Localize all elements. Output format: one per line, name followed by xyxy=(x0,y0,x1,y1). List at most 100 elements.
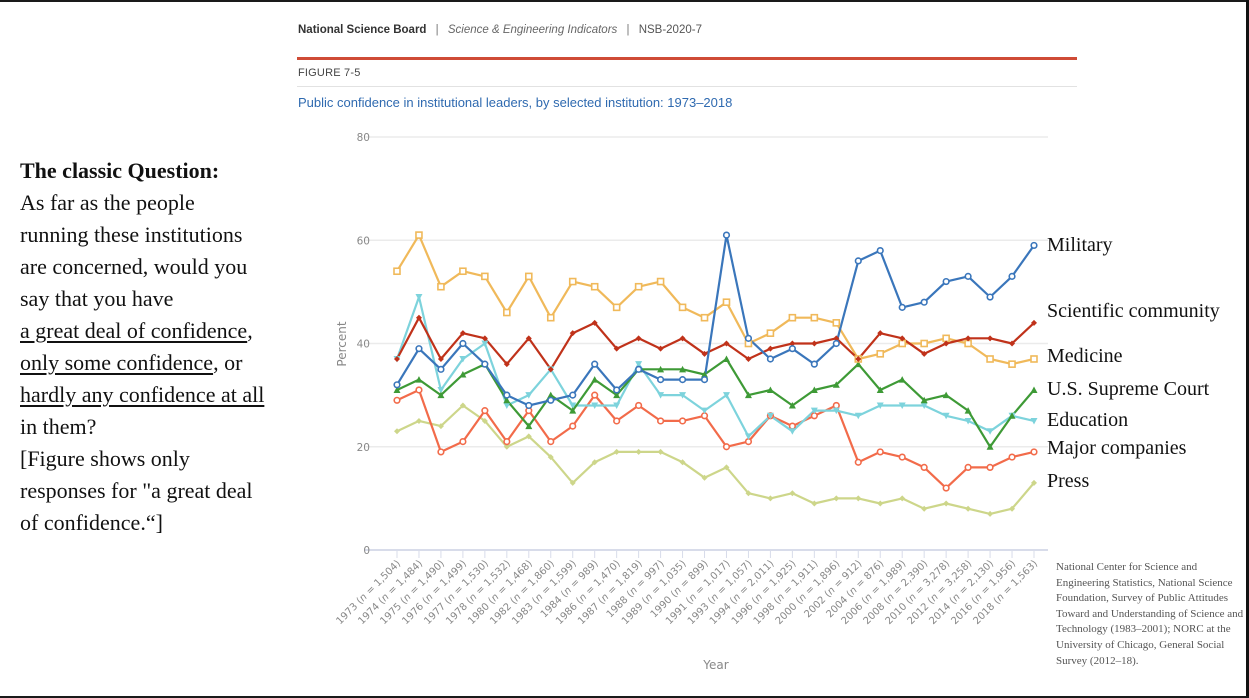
x-axis-title: Year xyxy=(702,658,728,672)
y-tick-label: 80 xyxy=(357,132,370,144)
data-point-major-companies xyxy=(986,463,994,472)
header-separator: | xyxy=(435,24,439,36)
y-axis-title: Percent xyxy=(335,321,349,366)
data-point-education xyxy=(591,402,599,409)
data-point-major-companies xyxy=(1008,453,1016,461)
data-point-medicine xyxy=(700,313,709,322)
data-point-education xyxy=(437,386,445,394)
data-point-press xyxy=(811,500,818,507)
data-point-scientific-community xyxy=(811,340,818,347)
data-point-press xyxy=(965,505,972,512)
data-point-medicine xyxy=(524,272,533,281)
data-point-military xyxy=(569,391,577,399)
data-point-scientific-community xyxy=(613,345,620,352)
data-point-medicine xyxy=(481,272,489,281)
data-point-press xyxy=(415,417,422,424)
data-point-major-companies xyxy=(656,417,665,425)
data-point-military xyxy=(788,345,796,353)
data-point-major-companies xyxy=(722,443,731,451)
data-point-press xyxy=(767,495,774,502)
header-code: NSB-2020-7 xyxy=(638,24,702,36)
data-point-u-s-supreme-court xyxy=(1030,386,1038,393)
figure-divider xyxy=(297,86,1077,87)
data-point-u-s-supreme-court xyxy=(415,376,423,383)
data-point-military xyxy=(481,360,489,368)
report-header: National Science Board | Science & Engin… xyxy=(298,24,702,36)
question-line: As far as the people xyxy=(20,190,195,215)
data-point-education xyxy=(1030,417,1038,425)
data-point-education xyxy=(920,402,928,409)
data-point-major-companies xyxy=(503,437,511,446)
data-point-press xyxy=(833,495,840,502)
data-point-scientific-community xyxy=(394,355,400,362)
frame-top-border xyxy=(0,0,1249,2)
data-point-scientific-community xyxy=(437,355,444,362)
y-tick-label: 0 xyxy=(363,545,370,557)
data-point-scientific-community xyxy=(723,340,730,347)
data-point-education xyxy=(964,417,972,425)
frame-bottom-border xyxy=(0,696,1249,698)
data-point-u-s-supreme-court xyxy=(1008,412,1016,419)
data-point-scientific-community xyxy=(987,335,994,342)
data-point-military xyxy=(986,293,994,301)
data-point-press xyxy=(1009,505,1016,512)
data-point-major-companies xyxy=(437,448,445,456)
data-point-medicine xyxy=(459,267,467,276)
series-line-major-companies xyxy=(396,388,1035,490)
data-point-press xyxy=(789,490,796,497)
data-point-education xyxy=(986,428,994,435)
data-point-military xyxy=(525,401,533,410)
question-line: say that you have xyxy=(20,286,174,311)
data-point-u-s-supreme-court xyxy=(832,381,840,388)
data-point-education xyxy=(766,412,774,420)
data-point-education xyxy=(810,407,818,415)
data-point-scientific-community xyxy=(1031,319,1037,326)
data-point-press xyxy=(657,448,664,455)
data-point-press xyxy=(459,402,466,409)
data-point-military xyxy=(678,376,687,384)
data-point-press xyxy=(723,464,730,471)
data-point-u-s-supreme-court xyxy=(547,391,555,399)
data-point-medicine xyxy=(503,308,511,317)
data-point-press xyxy=(437,423,444,430)
data-point-u-s-supreme-court xyxy=(657,365,665,373)
data-point-press xyxy=(1031,479,1037,486)
data-point-medicine xyxy=(1030,355,1038,363)
data-point-scientific-community xyxy=(591,319,598,326)
data-point-u-s-supreme-court xyxy=(591,376,599,383)
data-point-medicine xyxy=(810,313,819,322)
figure-label: FIGURE 7-5 xyxy=(298,67,361,79)
data-point-military xyxy=(898,303,906,311)
data-point-military xyxy=(635,365,643,373)
data-point-medicine xyxy=(788,313,797,322)
data-point-education xyxy=(876,402,884,409)
data-point-medicine xyxy=(832,319,841,327)
data-point-scientific-community xyxy=(503,361,510,368)
label-medicine: Medicine xyxy=(1047,345,1123,367)
data-point-medicine xyxy=(590,282,599,291)
data-point-education xyxy=(679,392,687,399)
data-point-education xyxy=(942,412,950,420)
data-point-military xyxy=(393,381,401,389)
data-point-u-s-supreme-court xyxy=(525,422,533,430)
data-point-major-companies xyxy=(964,463,972,472)
data-point-medicine xyxy=(568,277,577,286)
data-point-u-s-supreme-court xyxy=(876,386,884,393)
data-point-military xyxy=(1030,241,1038,250)
data-point-press xyxy=(921,505,928,512)
data-point-education xyxy=(569,402,577,409)
data-point-scientific-community xyxy=(1009,340,1016,347)
data-point-scientific-community xyxy=(459,330,466,337)
label-major-companies: Major companies xyxy=(1047,437,1187,459)
figure-title: Public confidence in institutional leade… xyxy=(298,95,733,110)
data-point-education xyxy=(744,433,752,440)
data-point-medicine xyxy=(415,231,423,239)
data-point-military xyxy=(854,257,862,265)
data-point-medicine xyxy=(393,267,401,276)
data-point-education xyxy=(854,412,862,420)
data-point-u-s-supreme-court xyxy=(942,391,950,399)
data-point-major-companies xyxy=(942,484,950,492)
data-point-medicine xyxy=(1008,360,1016,368)
data-point-military xyxy=(656,376,665,384)
